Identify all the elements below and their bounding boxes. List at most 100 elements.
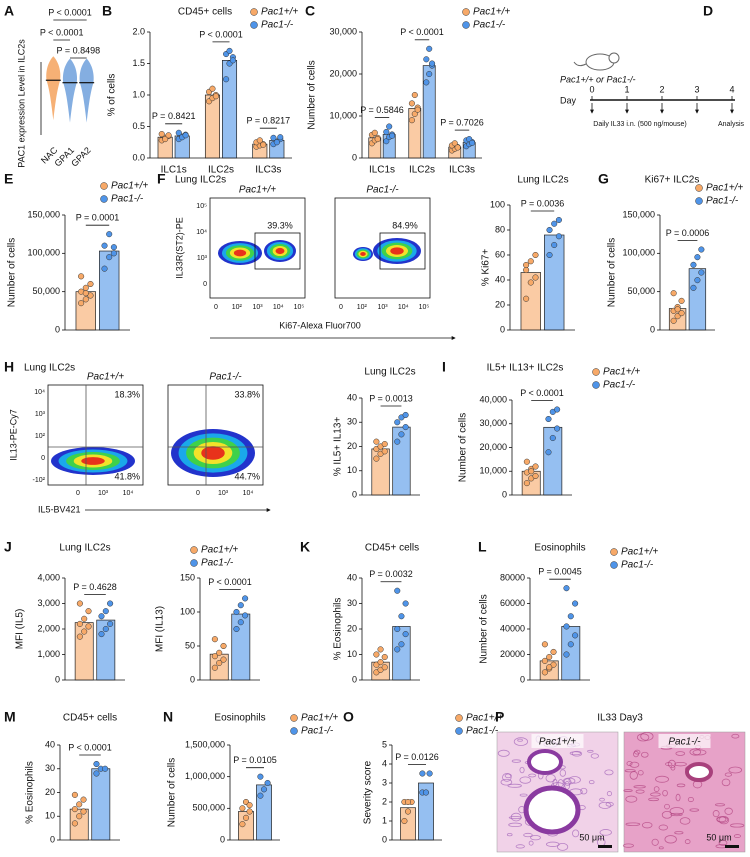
chart-title: Lung ILC2s	[59, 543, 110, 554]
flow-x-tick: 10⁵	[419, 304, 430, 311]
tissue-texture	[641, 821, 653, 829]
data-point	[78, 273, 85, 280]
data-point	[429, 60, 436, 67]
p-value: P < 0.0001	[199, 29, 243, 39]
data-point	[674, 313, 681, 320]
data-point	[401, 817, 408, 825]
data-point	[93, 770, 100, 777]
legend-marker	[462, 21, 470, 29]
data-point	[551, 220, 558, 227]
data-point	[698, 246, 705, 253]
p-value: P = 0.0045	[538, 567, 582, 577]
data-point	[260, 141, 267, 148]
data-point	[106, 254, 113, 261]
tissue-texture	[604, 769, 614, 776]
legend-marker	[592, 368, 600, 376]
flow-y-tick: 10²	[35, 433, 46, 440]
y-tick-label: 60000	[500, 598, 525, 608]
tissue-texture	[635, 789, 645, 794]
y-axis-label: Number of cells	[479, 594, 490, 663]
data-point	[102, 625, 109, 633]
data-point	[76, 620, 83, 627]
y-axis-label: Number of cells	[458, 413, 469, 482]
y-tick-label: 2,000	[37, 623, 60, 633]
y-axis-label: Number of cells	[7, 238, 18, 307]
y-tick-label: 3,000	[37, 598, 60, 608]
tissue-texture	[718, 815, 730, 825]
data-point	[532, 251, 539, 259]
y-tick-label: 0	[352, 152, 357, 162]
tissue-texture	[563, 778, 572, 786]
tissue-texture	[528, 840, 534, 846]
data-point	[237, 619, 244, 626]
data-point	[411, 110, 418, 117]
legend-label: Pac1+/+	[201, 545, 238, 556]
data-point	[527, 258, 534, 265]
data-point	[394, 646, 401, 653]
flow-y-tick: 10³	[197, 255, 208, 262]
data-point	[532, 463, 539, 470]
p-value: P < 0.0001	[68, 742, 112, 752]
tissue-texture	[640, 751, 649, 758]
tissue-texture	[629, 761, 640, 768]
data-point	[239, 821, 246, 828]
endpoint-label: Analysis	[718, 121, 745, 128]
tissue-texture	[571, 750, 583, 757]
y-tick-label: 20000	[500, 649, 525, 659]
flow-x-tick: 10²	[357, 304, 368, 311]
data-point	[256, 137, 263, 144]
tissue-texture	[658, 846, 664, 850]
data-point	[71, 791, 78, 798]
y-tick-label: 150,000	[622, 209, 655, 219]
tissue-texture	[511, 759, 522, 763]
data-point	[101, 242, 108, 249]
y-tick-label: 100,000	[622, 248, 655, 258]
legend-marker	[455, 727, 463, 735]
y-axis-label: Number of cells	[607, 238, 618, 307]
y-tick-label: 1	[382, 815, 387, 825]
panel-label: M	[4, 709, 16, 725]
data-point	[80, 796, 87, 803]
y-axis-label: PAC1 expression Level in ILC2s	[16, 39, 26, 168]
day-number: 0	[589, 84, 594, 94]
data-point	[373, 651, 380, 658]
y-axis-label: MFI (IL13)	[155, 606, 166, 652]
y-tick-label: 0	[352, 489, 357, 499]
day-number: 4	[729, 84, 734, 94]
data-point	[216, 659, 223, 667]
gate	[379, 232, 426, 270]
treatment-label: Daily IL33 i.n. (500 ng/mouse)	[593, 121, 686, 128]
data-point	[264, 779, 271, 787]
y-tick-label: 20	[495, 299, 505, 309]
y-tick-label: 2.0	[132, 26, 145, 36]
tissue-texture	[599, 829, 612, 836]
tissue-texture	[674, 761, 687, 767]
data-point	[408, 100, 415, 107]
tissue-texture	[661, 810, 673, 819]
tissue-texture	[733, 834, 741, 838]
legend-label: Pac1-/-	[201, 558, 234, 569]
tissue-texture	[651, 838, 659, 846]
y-tick-label: 30	[45, 763, 55, 773]
p-value: P = 0.8421	[152, 111, 196, 121]
data-point	[212, 93, 219, 100]
chart-title: CD45+ cells	[178, 7, 232, 18]
y-tick-label: 60	[495, 249, 505, 259]
violin-cloud	[46, 56, 61, 121]
tissue-texture	[633, 750, 639, 758]
y-tick-label: 40000	[500, 623, 525, 633]
data-point	[80, 808, 87, 815]
bar	[400, 807, 416, 841]
data-point	[555, 216, 562, 224]
day-label: Day	[560, 95, 577, 105]
data-point	[549, 434, 556, 442]
data-point	[694, 254, 701, 261]
data-point	[532, 472, 539, 480]
flow-x-tick: 10²	[232, 304, 243, 311]
data-point	[220, 656, 227, 663]
tissue-texture	[623, 789, 633, 792]
tissue-texture	[497, 749, 510, 757]
p-value: P = 0.0013	[369, 393, 413, 403]
mouse-tail	[573, 61, 587, 67]
y-tick-label: 10	[45, 811, 55, 821]
